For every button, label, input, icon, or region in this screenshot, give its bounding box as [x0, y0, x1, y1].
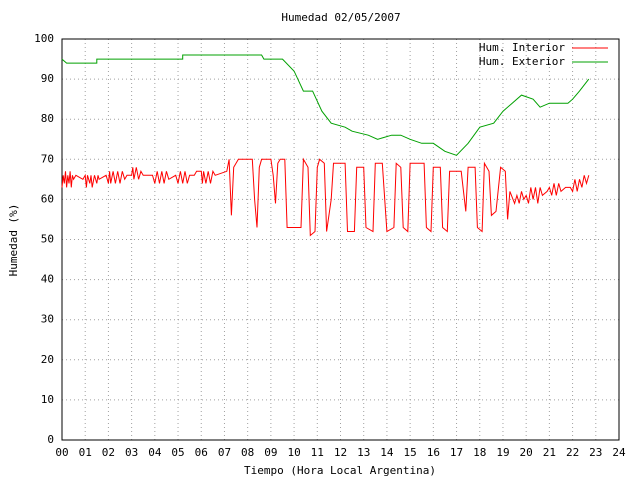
x-tick-label: 22: [566, 446, 579, 459]
legend-label: Hum. Interior: [479, 41, 565, 54]
plot-border: [61, 38, 620, 441]
x-tick-label: 17: [450, 446, 463, 459]
x-tick-label: 16: [427, 446, 440, 459]
x-tick-label: 19: [496, 446, 509, 459]
y-tick-label: 70: [41, 152, 54, 165]
y-tick-label: 100: [34, 32, 54, 45]
y-tick-label: 80: [41, 112, 54, 125]
x-tick-label: 06: [195, 446, 208, 459]
x-tick-label: 03: [125, 446, 138, 459]
y-tick-label: 90: [41, 72, 54, 85]
x-tick-label: 00: [55, 446, 68, 459]
x-tick-label: 18: [473, 446, 486, 459]
x-tick-label: 14: [380, 446, 394, 459]
y-tick-label: 0: [47, 433, 54, 446]
chart-title: Humedad 02/05/2007: [281, 11, 400, 24]
x-tick-label: 24: [612, 446, 626, 459]
x-tick-label: 20: [520, 446, 533, 459]
x-tick-label: 21: [543, 446, 556, 459]
x-tick-label: 09: [264, 446, 277, 459]
x-tick-label: 05: [171, 446, 184, 459]
series-line: [61, 157, 590, 237]
x-tick-label: 12: [334, 446, 347, 459]
y-tick-label: 60: [41, 192, 54, 205]
x-tick-label: 15: [404, 446, 417, 459]
y-tick-label: 20: [41, 353, 54, 366]
x-tick-label: 10: [287, 446, 300, 459]
y-axis-label: Humedad (%): [7, 204, 20, 277]
x-tick-label: 07: [218, 446, 231, 459]
y-tick-label: 50: [41, 233, 54, 246]
legend-label: Hum. Exterior: [479, 55, 565, 68]
x-tick-label: 01: [79, 446, 92, 459]
x-tick-label: 13: [357, 446, 370, 459]
series-line: [61, 54, 590, 156]
x-axis-label: Tiempo (Hora Local Argentina): [244, 464, 436, 477]
y-tick-label: 40: [41, 273, 54, 286]
y-tick-label: 30: [41, 313, 54, 326]
x-tick-label: 23: [589, 446, 602, 459]
x-tick-label: 02: [102, 446, 115, 459]
y-tick-label: 10: [41, 393, 54, 406]
x-tick-label: 11: [311, 446, 324, 459]
x-tick-label: 04: [148, 446, 162, 459]
x-tick-label: 08: [241, 446, 254, 459]
